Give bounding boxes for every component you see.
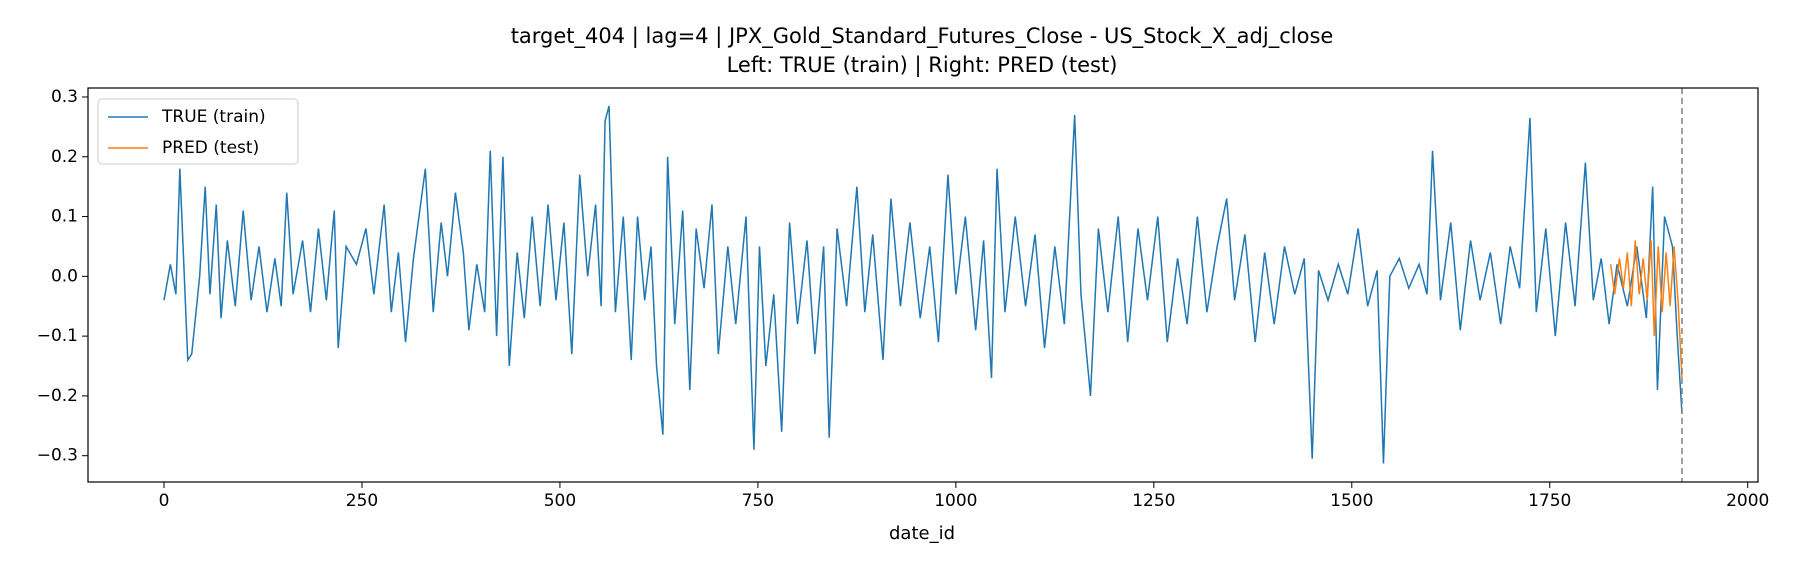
x-tick-label: 1500 — [1330, 491, 1373, 511]
x-tick-label: 2000 — [1726, 491, 1769, 511]
x-tick-label: 250 — [346, 491, 378, 511]
chart-subtitle: Left: TRUE (train) | Right: PRED (test) — [727, 53, 1118, 78]
y-tick-label: −0.1 — [37, 326, 78, 346]
series-line — [163, 105, 1683, 464]
x-tick-label: 1250 — [1132, 491, 1175, 511]
y-tick-label: 0.0 — [51, 266, 78, 286]
legend-label: PRED (test) — [162, 138, 259, 158]
series-line — [1609, 240, 1683, 379]
plot-frame — [87, 87, 1759, 483]
chart-title: target_404 | lag=4 | JPX_Gold_Standard_F… — [511, 24, 1334, 49]
x-tick-label: 1750 — [1528, 491, 1571, 511]
x-tick-label: 0 — [159, 491, 170, 511]
y-tick-label: 0.2 — [51, 147, 78, 167]
y-tick-label: −0.2 — [37, 386, 78, 406]
x-axis-label: date_id — [889, 523, 955, 544]
x-tick-label: 750 — [742, 491, 774, 511]
legend-label: TRUE (train) — [161, 107, 266, 127]
y-tick-label: 0.1 — [51, 207, 78, 227]
x-tick-label: 1000 — [934, 491, 977, 511]
y-tick-label: −0.3 — [37, 446, 78, 466]
x-tick-label: 500 — [544, 491, 576, 511]
y-tick-label: 0.3 — [51, 87, 78, 107]
